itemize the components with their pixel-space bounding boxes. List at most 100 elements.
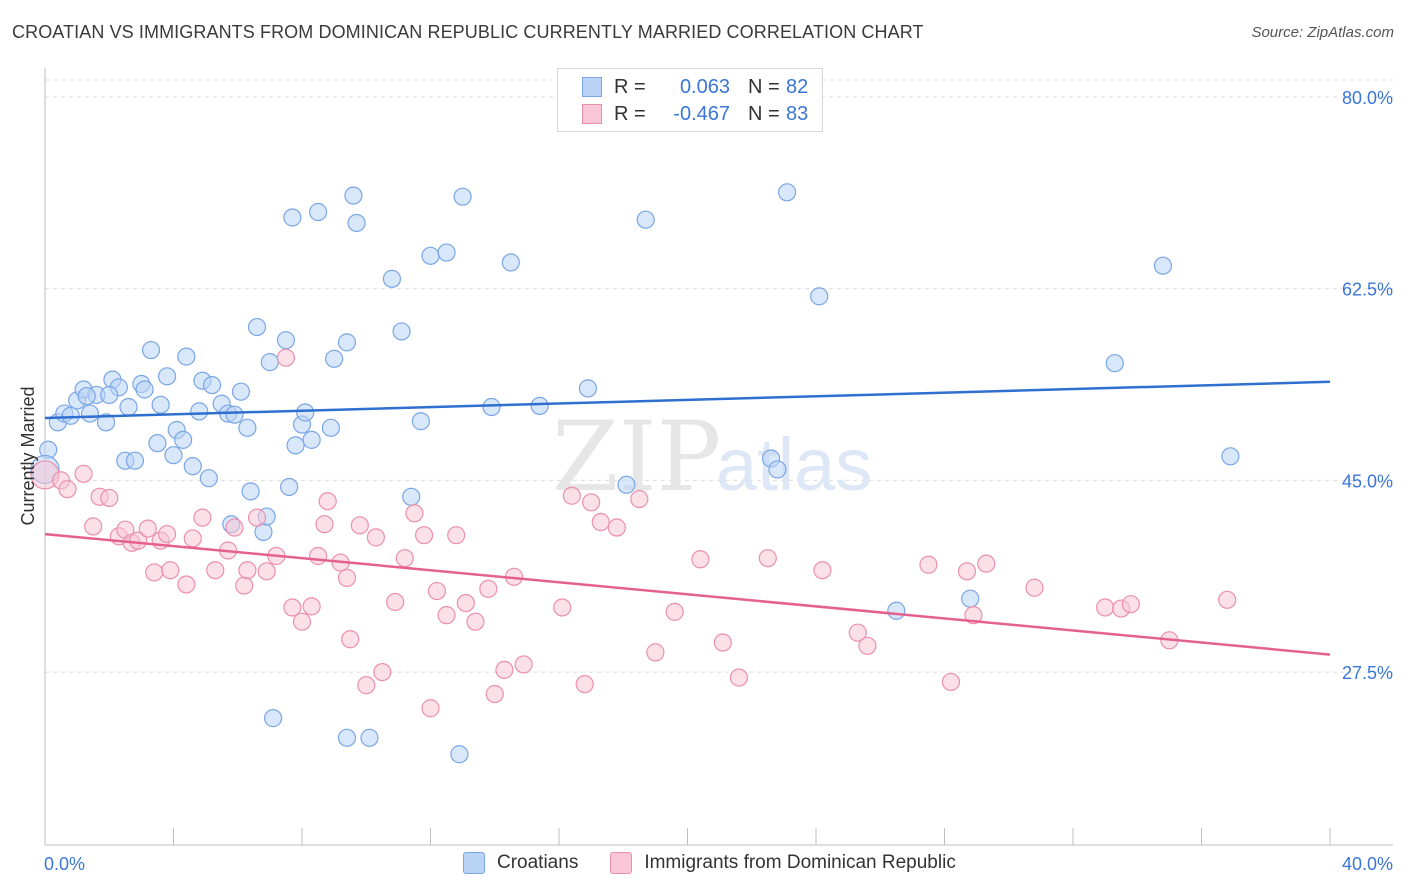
dominican-point [941,672,961,692]
croatian-point [887,601,906,620]
dominican-point [1121,595,1140,614]
dominican-point [395,549,414,568]
croatian-point [337,728,357,747]
croatian-point [344,186,363,205]
legend-r-label: R = [614,75,646,98]
croatian-point [260,352,279,372]
y-axis-label: Currently Married [18,386,38,525]
croatian-point [135,380,154,399]
legend-item-croatians[interactable]: Croatians [463,852,578,874]
croatian-point [1105,354,1124,373]
series-legend: Croatians Immigrants from Dominican Repu… [463,852,988,874]
dominican-point [74,464,93,483]
legend-n-value: 82 [786,75,809,98]
dominican-point [813,561,832,580]
legend-row-dominican: R = -0.467 N = 83 [582,101,808,127]
croatian-point [308,202,328,222]
dominican-point [646,643,665,662]
source-label: Source: ZipAtlas.com [1251,24,1394,41]
y-tick-label: 62.5% [1342,280,1393,300]
chart-title: CROATIAN VS IMMIGRANTS FROM DOMINICAN RE… [12,22,924,42]
dominican-point [308,546,328,566]
dominican-point [315,515,334,534]
dominican-point [302,597,321,616]
croatian-point [225,405,244,424]
dominican-point [337,568,357,587]
dominican-point [386,592,405,612]
legend-r-label: R = [614,102,646,125]
dominican-point [145,563,164,582]
trend-line-0 [44,380,1331,420]
croatian-point [437,243,456,262]
dominican-point [729,668,749,687]
croatian-point [263,709,283,728]
dominican-point [58,480,77,499]
croatian-point [77,386,96,406]
dominican-point [591,512,610,532]
croatian-point [530,396,549,416]
dominican-point [177,575,196,594]
dominican-point [161,561,180,580]
watermark-atlas: atlas [716,423,872,506]
legend-swatch-blue [463,852,485,874]
dominican-point [858,636,877,655]
dominican-point [318,492,337,511]
dominican-point [964,606,983,625]
croatian-point [177,347,196,366]
legend-label-croatians: Croatians [497,852,579,873]
dominican-point [292,612,312,631]
dominican-point [575,675,594,694]
croatian-point [382,269,402,288]
legend-item-dominican[interactable]: Immigrants from Dominican Republic [610,852,956,874]
dominican-point [183,529,202,548]
croatian-point [61,406,80,425]
dominican-point [553,598,572,617]
croatian-point [1221,447,1240,466]
croatian-point [174,430,193,449]
dominican-point [691,550,710,569]
croatian-point [231,382,251,401]
dominican-point [582,493,601,512]
croatian-point [501,253,520,272]
dominican-point [427,581,447,601]
dominican-point [607,518,626,537]
croatian-point [148,434,167,453]
croatian-point [125,451,145,470]
dominican-point [283,598,302,617]
croatian-point [199,469,218,488]
dominican-point [456,593,475,613]
croatian-point [164,446,183,465]
dominican-point [848,623,867,642]
legend-n-label: N = [748,102,780,125]
legend-n-value: 83 [786,102,809,125]
dominican-point [405,504,424,523]
dominican-point [1218,590,1237,609]
dominican-point [919,555,938,574]
legend-swatch-blue [582,77,602,97]
dominican-point [1025,578,1044,597]
dominican-point [206,561,225,580]
y-tick-label: 27.5% [1342,663,1393,683]
dominican-point [247,508,267,527]
croatian-point [961,589,980,608]
croatian-point [392,322,411,341]
dominican-point [630,489,649,509]
croatian-point [119,397,138,417]
croatian-point [157,367,177,386]
croatian-point [190,402,209,421]
legend-label-dominican: Immigrants from Dominican Republic [644,852,956,873]
dominican-point [129,531,148,550]
legend-n-label: N = [748,75,780,98]
croatian-point [241,482,260,501]
croatian-point [283,208,302,227]
dominican-point [665,602,684,621]
croatian-point [347,213,366,233]
dominican-point [414,526,434,545]
dominican-point [485,684,504,704]
croatian-point [810,287,829,306]
croatian-point [636,210,655,229]
croatian-point [482,397,501,417]
croatian-point [578,379,598,398]
